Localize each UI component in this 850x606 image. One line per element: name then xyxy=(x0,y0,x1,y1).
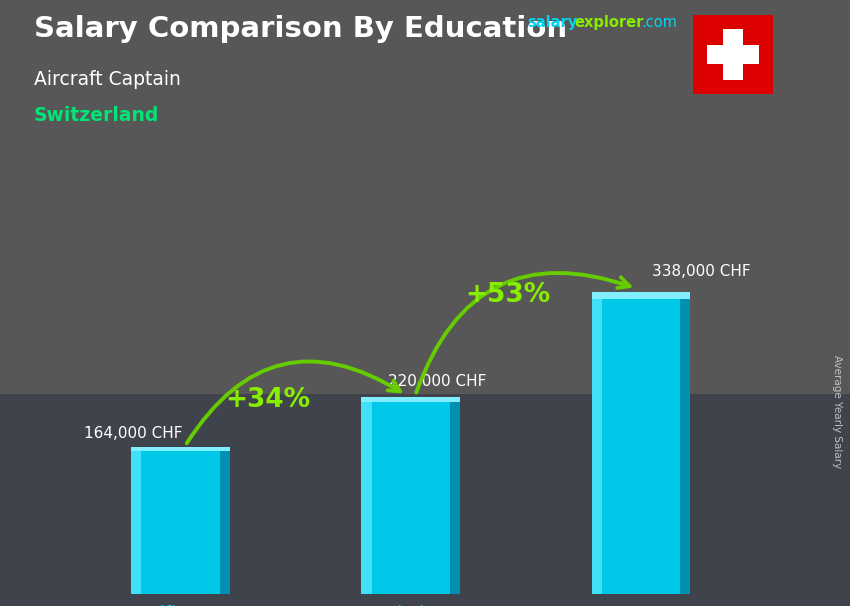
Bar xyxy=(361,397,460,594)
Bar xyxy=(680,291,690,594)
Text: .com: .com xyxy=(641,15,677,30)
Text: +34%: +34% xyxy=(225,387,310,413)
Text: 338,000 CHF: 338,000 CHF xyxy=(653,264,751,279)
Text: salary: salary xyxy=(527,15,577,30)
Text: 220,000 CHF: 220,000 CHF xyxy=(388,374,486,389)
Text: Aircraft Captain: Aircraft Captain xyxy=(34,70,181,88)
Bar xyxy=(0,0,850,394)
Text: Switzerland: Switzerland xyxy=(34,106,159,125)
Bar xyxy=(361,397,460,402)
Bar xyxy=(450,397,460,594)
Text: Average Yearly Salary: Average Yearly Salary xyxy=(832,356,842,468)
Bar xyxy=(723,29,743,80)
Bar xyxy=(220,447,230,594)
Bar xyxy=(592,291,690,594)
Text: Salary Comparison By Education: Salary Comparison By Education xyxy=(34,15,567,43)
Bar xyxy=(131,447,141,594)
Bar xyxy=(131,447,230,451)
Bar xyxy=(131,447,230,594)
Text: +53%: +53% xyxy=(465,282,550,308)
Text: explorer: explorer xyxy=(575,15,644,30)
Bar xyxy=(0,394,850,606)
Bar xyxy=(707,45,759,64)
Bar xyxy=(592,291,690,299)
Bar xyxy=(361,397,371,594)
Text: 164,000 CHF: 164,000 CHF xyxy=(84,426,183,441)
Bar xyxy=(592,291,602,594)
